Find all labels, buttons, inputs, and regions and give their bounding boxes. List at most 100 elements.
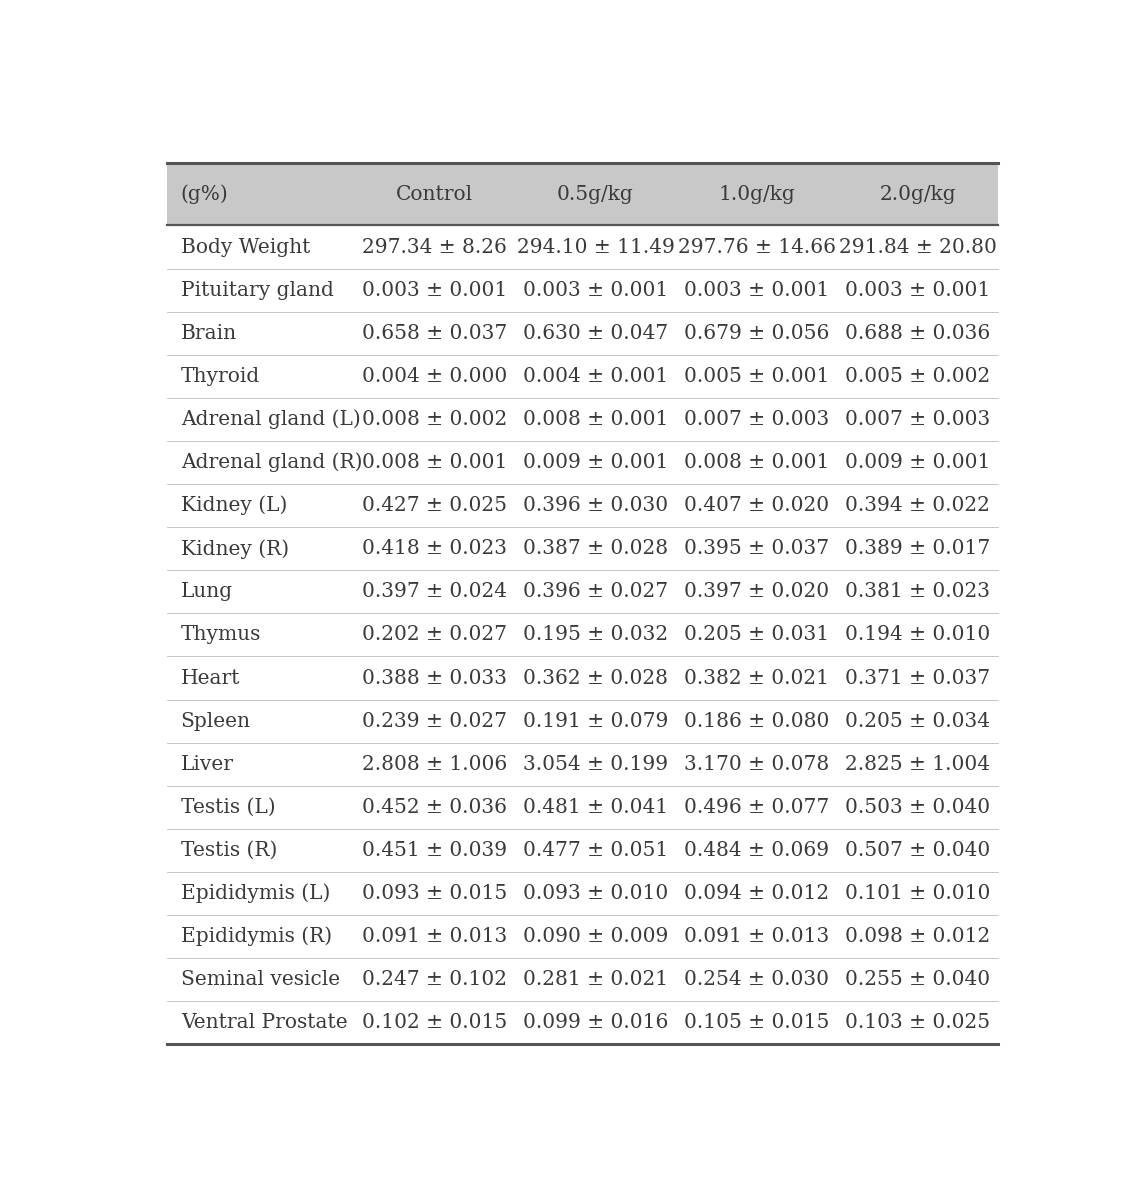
Text: 3.170 ± 0.078: 3.170 ± 0.078 bbox=[684, 755, 829, 774]
Text: Thyroid: Thyroid bbox=[181, 367, 260, 386]
Text: 0.005 ± 0.002: 0.005 ± 0.002 bbox=[845, 367, 991, 386]
Text: 0.004 ± 0.001: 0.004 ± 0.001 bbox=[523, 367, 668, 386]
Text: 0.418 ± 0.023: 0.418 ± 0.023 bbox=[361, 540, 507, 559]
Text: 3.054 ± 0.199: 3.054 ± 0.199 bbox=[523, 755, 668, 774]
Text: Control: Control bbox=[395, 185, 473, 204]
Text: Ventral Prostate: Ventral Prostate bbox=[181, 1014, 348, 1033]
Text: 0.507 ± 0.040: 0.507 ± 0.040 bbox=[845, 841, 991, 860]
Text: 0.009 ± 0.001: 0.009 ± 0.001 bbox=[523, 453, 668, 472]
Bar bbox=[167, 656, 997, 699]
Text: 0.396 ± 0.027: 0.396 ± 0.027 bbox=[523, 582, 668, 601]
Text: 0.103 ± 0.025: 0.103 ± 0.025 bbox=[845, 1014, 991, 1033]
Text: Adrenal gland (L): Adrenal gland (L) bbox=[181, 410, 360, 429]
Text: Adrenal gland (R): Adrenal gland (R) bbox=[181, 453, 362, 473]
Bar bbox=[167, 268, 997, 312]
Bar bbox=[167, 699, 997, 743]
Bar bbox=[167, 829, 997, 872]
Text: Kidney (L): Kidney (L) bbox=[181, 495, 287, 516]
Text: 0.407 ± 0.020: 0.407 ± 0.020 bbox=[684, 497, 829, 516]
Text: 0.484 ± 0.069: 0.484 ± 0.069 bbox=[684, 841, 829, 860]
Bar bbox=[167, 398, 997, 441]
Text: 0.382 ± 0.021: 0.382 ± 0.021 bbox=[684, 668, 829, 687]
Text: 0.451 ± 0.039: 0.451 ± 0.039 bbox=[361, 841, 507, 860]
Text: 0.191 ± 0.079: 0.191 ± 0.079 bbox=[523, 712, 668, 730]
Text: 0.099 ± 0.016: 0.099 ± 0.016 bbox=[523, 1014, 668, 1033]
Text: 0.387 ± 0.028: 0.387 ± 0.028 bbox=[523, 540, 668, 559]
Text: 0.005 ± 0.001: 0.005 ± 0.001 bbox=[684, 367, 829, 386]
Bar bbox=[167, 355, 997, 398]
Text: 0.205 ± 0.034: 0.205 ± 0.034 bbox=[845, 712, 991, 730]
Text: 297.34 ± 8.26: 297.34 ± 8.26 bbox=[362, 237, 507, 256]
Text: 0.007 ± 0.003: 0.007 ± 0.003 bbox=[845, 410, 991, 429]
Text: Thymus: Thymus bbox=[181, 625, 261, 644]
Text: 2.0g/kg: 2.0g/kg bbox=[879, 185, 955, 204]
Text: 291.84 ± 20.80: 291.84 ± 20.80 bbox=[838, 237, 996, 256]
Bar bbox=[167, 959, 997, 1002]
Text: 0.688 ± 0.036: 0.688 ± 0.036 bbox=[845, 324, 991, 343]
Text: 0.009 ± 0.001: 0.009 ± 0.001 bbox=[845, 453, 991, 472]
Text: 0.389 ± 0.017: 0.389 ± 0.017 bbox=[845, 540, 991, 559]
Text: 0.427 ± 0.025: 0.427 ± 0.025 bbox=[361, 497, 507, 516]
Text: 0.5g/kg: 0.5g/kg bbox=[557, 185, 634, 204]
Text: 0.008 ± 0.002: 0.008 ± 0.002 bbox=[361, 410, 507, 429]
Text: Brain: Brain bbox=[181, 324, 237, 343]
Text: 0.394 ± 0.022: 0.394 ± 0.022 bbox=[845, 497, 989, 516]
Text: 0.281 ± 0.021: 0.281 ± 0.021 bbox=[523, 971, 668, 990]
Bar bbox=[167, 613, 997, 656]
Bar bbox=[167, 1002, 997, 1045]
Text: 0.503 ± 0.040: 0.503 ± 0.040 bbox=[845, 798, 991, 817]
Text: 0.186 ± 0.080: 0.186 ± 0.080 bbox=[684, 712, 829, 730]
Text: Seminal vesicle: Seminal vesicle bbox=[181, 971, 340, 990]
Text: Body Weight: Body Weight bbox=[181, 237, 310, 256]
Bar bbox=[167, 441, 997, 484]
Text: 0.381 ± 0.023: 0.381 ± 0.023 bbox=[845, 582, 991, 601]
Text: 0.477 ± 0.051: 0.477 ± 0.051 bbox=[523, 841, 668, 860]
Text: Liver: Liver bbox=[181, 755, 234, 774]
Text: 0.395 ± 0.037: 0.395 ± 0.037 bbox=[684, 540, 829, 559]
Text: 297.76 ± 14.66: 297.76 ± 14.66 bbox=[678, 237, 836, 256]
Bar bbox=[167, 225, 997, 268]
Text: 294.10 ± 11.49: 294.10 ± 11.49 bbox=[517, 237, 675, 256]
Text: Kidney (R): Kidney (R) bbox=[181, 538, 289, 559]
Bar bbox=[167, 743, 997, 786]
Text: 0.004 ± 0.000: 0.004 ± 0.000 bbox=[361, 367, 507, 386]
Text: 0.090 ± 0.009: 0.090 ± 0.009 bbox=[523, 927, 668, 946]
Text: 0.008 ± 0.001: 0.008 ± 0.001 bbox=[684, 453, 829, 472]
Bar bbox=[167, 786, 997, 829]
Text: 0.093 ± 0.010: 0.093 ± 0.010 bbox=[523, 884, 668, 903]
Bar bbox=[167, 163, 997, 225]
Text: 0.094 ± 0.012: 0.094 ± 0.012 bbox=[684, 884, 829, 903]
Text: Epididymis (R): Epididymis (R) bbox=[181, 927, 332, 947]
Text: 0.388 ± 0.033: 0.388 ± 0.033 bbox=[361, 668, 507, 687]
Text: 2.808 ± 1.006: 2.808 ± 1.006 bbox=[361, 755, 507, 774]
Text: 0.003 ± 0.001: 0.003 ± 0.001 bbox=[361, 281, 507, 300]
Text: 0.003 ± 0.001: 0.003 ± 0.001 bbox=[845, 281, 991, 300]
Text: 0.098 ± 0.012: 0.098 ± 0.012 bbox=[845, 927, 991, 946]
Text: 0.239 ± 0.027: 0.239 ± 0.027 bbox=[361, 712, 507, 730]
Text: 0.397 ± 0.020: 0.397 ± 0.020 bbox=[684, 582, 829, 601]
Bar bbox=[167, 915, 997, 959]
Bar bbox=[167, 484, 997, 528]
Text: 0.254 ± 0.030: 0.254 ± 0.030 bbox=[684, 971, 829, 990]
Text: 0.008 ± 0.001: 0.008 ± 0.001 bbox=[361, 453, 507, 472]
Text: Heart: Heart bbox=[181, 668, 240, 687]
Text: 0.003 ± 0.001: 0.003 ± 0.001 bbox=[523, 281, 668, 300]
Text: Lung: Lung bbox=[181, 582, 233, 601]
Text: 0.481 ± 0.041: 0.481 ± 0.041 bbox=[523, 798, 668, 817]
Text: 0.091 ± 0.013: 0.091 ± 0.013 bbox=[684, 927, 829, 946]
Text: 0.630 ± 0.047: 0.630 ± 0.047 bbox=[523, 324, 668, 343]
Text: Testis (R): Testis (R) bbox=[181, 841, 277, 860]
Text: 0.195 ± 0.032: 0.195 ± 0.032 bbox=[523, 625, 668, 644]
Text: 0.397 ± 0.024: 0.397 ± 0.024 bbox=[361, 582, 507, 601]
Bar bbox=[167, 872, 997, 915]
Text: 0.091 ± 0.013: 0.091 ± 0.013 bbox=[361, 927, 507, 946]
Text: Epididymis (L): Epididymis (L) bbox=[181, 884, 331, 903]
Text: 0.205 ± 0.031: 0.205 ± 0.031 bbox=[684, 625, 829, 644]
Text: 0.679 ± 0.056: 0.679 ± 0.056 bbox=[684, 324, 829, 343]
Text: 0.194 ± 0.010: 0.194 ± 0.010 bbox=[845, 625, 991, 644]
Text: (g%): (g%) bbox=[181, 185, 228, 204]
Text: 0.093 ± 0.015: 0.093 ± 0.015 bbox=[361, 884, 507, 903]
Text: 0.101 ± 0.010: 0.101 ± 0.010 bbox=[845, 884, 991, 903]
Text: 0.255 ± 0.040: 0.255 ± 0.040 bbox=[845, 971, 991, 990]
Text: 0.008 ± 0.001: 0.008 ± 0.001 bbox=[523, 410, 668, 429]
